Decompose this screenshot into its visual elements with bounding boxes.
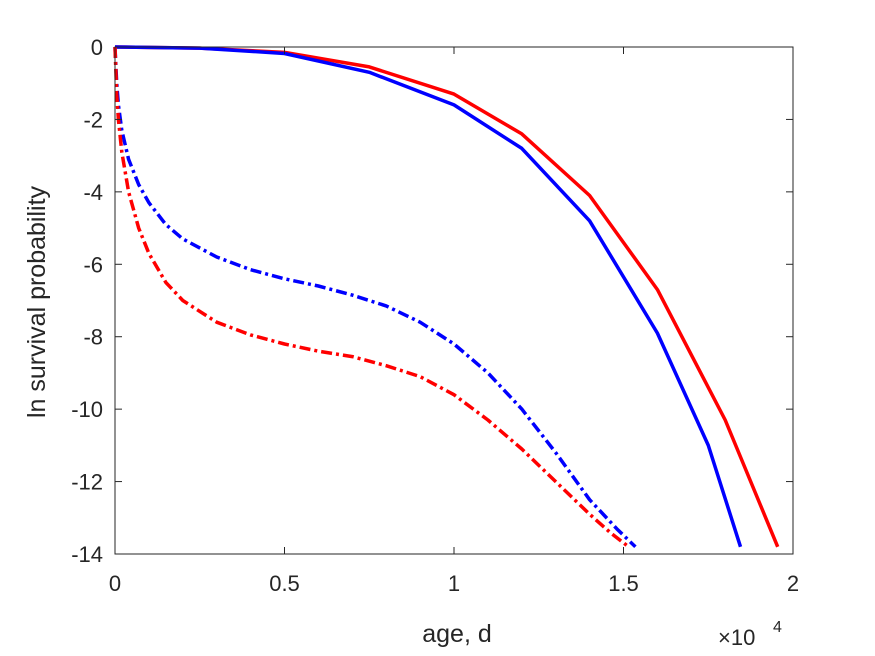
x-tick-label: 1.5 (608, 571, 639, 596)
series-line-3 (113, 46, 630, 549)
series-line-1 (114, 45, 743, 548)
y-tick-label: -14 (71, 542, 103, 567)
x-exponent-base: ×10 (718, 625, 755, 650)
y-axis-label: ln survival probability (23, 185, 51, 418)
y-tick-label: -6 (83, 252, 103, 277)
y-tick-label: -10 (71, 397, 103, 422)
axes-layer: 0 0.5 1 1.5 2 0 -2 -4 -6 -8 -10 -12 -14 (71, 35, 799, 596)
x-tick-label: 0.5 (269, 571, 300, 596)
y-tick-label: 0 (91, 35, 103, 60)
y-tick-label: -8 (83, 325, 103, 350)
y-tick-label: -2 (83, 107, 103, 132)
y-tick-label: -12 (71, 470, 103, 495)
y-tick-label: -4 (83, 180, 103, 205)
series-layer (113, 45, 780, 549)
x-tick-label: 0 (109, 571, 121, 596)
x-exponent-power: 4 (773, 619, 782, 636)
plot-area (115, 47, 793, 554)
x-tick-label: 2 (787, 571, 799, 596)
series-line-2 (113, 46, 637, 549)
x-tick-label: 1 (448, 571, 460, 596)
x-axis-label: age, d (422, 620, 492, 648)
plot-background (115, 47, 793, 554)
